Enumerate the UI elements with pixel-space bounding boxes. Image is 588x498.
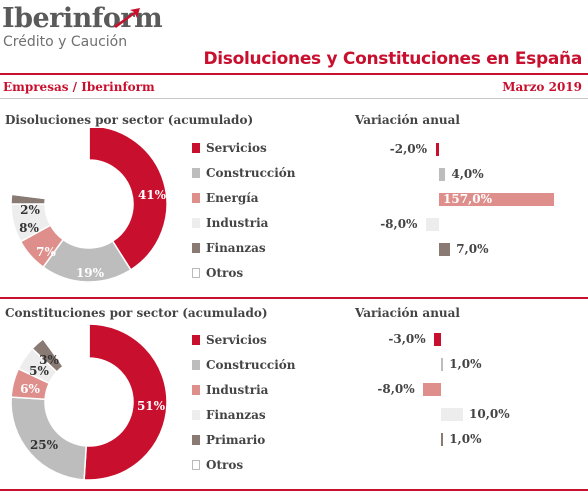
- constitutions-variation-bar-industria: [423, 383, 441, 396]
- logo-subtitle: Crédito y Caución: [3, 34, 128, 50]
- constitutions-slice-servicios: [83, 323, 168, 481]
- constitutions-variation-value-servicios: -3,0%: [388, 332, 426, 346]
- dissolutions-swatch-energia: [192, 193, 200, 203]
- dissolutions-legend-label-industria: Industria: [206, 216, 269, 230]
- dissolutions-legend-label-construccion: Construcción: [206, 166, 296, 180]
- dissolutions-slice-servicios: [88, 128, 168, 271]
- dissolutions-label-energia: 7%: [36, 245, 56, 259]
- dissolutions-legend-otros: Otros: [192, 266, 243, 280]
- constitutions-legend-finanzas: Finanzas: [192, 408, 266, 422]
- constitutions-variation-title: Variación anual: [355, 306, 460, 320]
- constitutions-legend-label-finanzas: Finanzas: [206, 408, 266, 422]
- constitutions-label-finanzas: 5%: [29, 364, 49, 378]
- dissolutions-legend-finanzas: Finanzas: [192, 241, 266, 255]
- dissolutions-donut-chart: 41% 19% 7% 8% 2%: [10, 128, 168, 283]
- constitutions-swatch-otros: [192, 460, 200, 470]
- constitutions-label-construccion: 25%: [30, 438, 59, 452]
- constitutions-swatch-servicios: [192, 335, 200, 345]
- dissolutions-swatch-finanzas: [192, 243, 200, 253]
- constitutions-legend-otros: Otros: [192, 458, 243, 472]
- constitutions-label-industria: 6%: [20, 382, 40, 396]
- constitutions-variation-value-industria: -8,0%: [377, 382, 415, 396]
- dissolutions-variation-bar-finanzas: [439, 243, 451, 256]
- constitutions-legend-servicios: Servicios: [192, 333, 267, 347]
- logo-arrow-icon: [114, 8, 140, 28]
- dissolutions-legend-servicios: Servicios: [192, 141, 267, 155]
- dissolutions-swatch-otros: [192, 268, 200, 278]
- dissolutions-pie-title: Disoluciones por sector (acumulado): [5, 113, 254, 127]
- source-label: Empresas / Iberinform: [3, 80, 155, 94]
- constitutions-legend-label-servicios: Servicios: [206, 333, 267, 347]
- constitutions-donut-chart: 51% 25% 6% 5%3%: [10, 323, 168, 481]
- constitutions-swatch-finanzas: [192, 410, 200, 420]
- constitutions-variation-value-finanzas: 10,0%: [469, 407, 510, 421]
- subheader-rule: [0, 98, 588, 99]
- constitutions-legend-primario: Primario: [192, 433, 265, 447]
- dissolutions-variation-value-servicios: -2,0%: [389, 142, 428, 156]
- constitutions-legend-label-primario: Primario: [206, 433, 266, 447]
- dissolutions-legend-label-energia: Energía: [206, 191, 259, 205]
- dissolutions-label-servicios: 41%: [138, 188, 167, 202]
- dissolutions-swatch-industria: [192, 218, 200, 228]
- constitutions-variation-value-primario: 1,0%: [449, 432, 482, 446]
- dissolutions-legend-industria: Industria: [192, 216, 268, 230]
- dissolutions-variation-bar-industria: [426, 218, 439, 231]
- dissolutions-variation-bar-energia: [439, 193, 554, 206]
- dissolutions-variation-bar-construccion: [439, 168, 446, 181]
- constitutions-variation-bar-servicios: [434, 333, 441, 346]
- constitutions-variation-bar-primario: [441, 433, 444, 446]
- dissolutions-variation-value-construccion: 4,0%: [451, 167, 484, 181]
- dissolutions-label-finanzas: 2%: [20, 203, 40, 217]
- dissolutions-label-construccion: 19%: [76, 266, 105, 280]
- constitutions-swatch-construccion: [192, 360, 200, 370]
- dissolutions-variation-value-energia: 157,0%: [443, 192, 492, 206]
- constitutions-label-servicios: 51%: [137, 399, 166, 413]
- constitutions-legend-label-industria: Industria: [206, 383, 269, 397]
- dissolutions-legend-label-otros: Otros: [206, 266, 244, 280]
- dissolutions-swatch-servicios: [192, 143, 200, 153]
- constitutions-label-primario: 3%: [39, 353, 59, 367]
- section-divider: [0, 297, 588, 299]
- dissolutions-variation-bar-servicios: [435, 143, 439, 156]
- constitutions-variation-bar-construccion: [441, 358, 444, 371]
- dissolutions-variation-title: Variación anual: [355, 113, 460, 127]
- constitutions-swatch-primario: [192, 435, 200, 445]
- constitutions-variation-value-construccion: 1,0%: [449, 357, 482, 371]
- logo-wordmark: Iberinform: [2, 3, 163, 34]
- footer-rule: [0, 489, 588, 491]
- header-rule: [0, 73, 588, 75]
- report-title: Disoluciones y Constituciones en España: [203, 49, 582, 69]
- dissolutions-variation-value-finanzas: 7,0%: [456, 242, 489, 256]
- dissolutions-legend-construccion: Construcción: [192, 166, 296, 180]
- dissolutions-variation-value-industria: -8,0%: [380, 217, 418, 231]
- dissolutions-slice-otros: [10, 128, 90, 200]
- constitutions-variation-bar-finanzas: [441, 408, 463, 421]
- constitutions-swatch-industria: [192, 385, 200, 395]
- dissolutions-legend-label-finanzas: Finanzas: [206, 241, 266, 255]
- dissolutions-swatch-construccion: [192, 168, 200, 178]
- constitutions-pie-title: Constituciones por sector (acumulado): [5, 306, 268, 320]
- dissolutions-label-industria: 8%: [19, 221, 39, 235]
- dissolutions-legend-energia: Energía: [192, 191, 259, 205]
- date-label: Marzo 2019: [502, 80, 582, 94]
- constitutions-legend-label-construccion: Construcción: [206, 358, 296, 372]
- constitutions-legend-industria: Industria: [192, 383, 268, 397]
- constitutions-slice-otros: [42, 323, 90, 368]
- constitutions-legend-construccion: Construcción: [192, 358, 296, 372]
- constitutions-legend-label-otros: Otros: [206, 458, 244, 472]
- dissolutions-legend-label-servicios: Servicios: [206, 141, 267, 155]
